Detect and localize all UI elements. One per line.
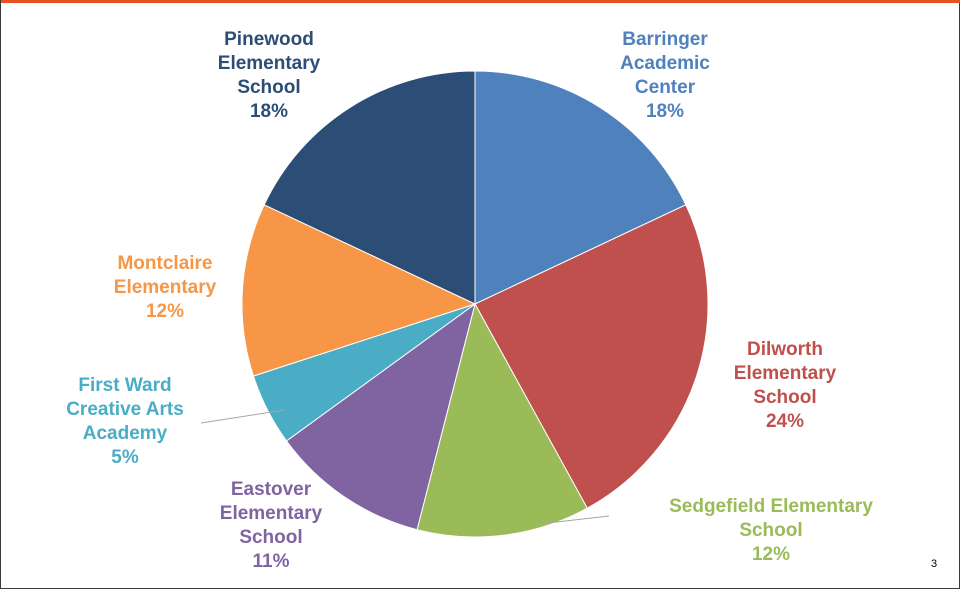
data-label-name-line: First Ward <box>78 375 172 396</box>
data-label-value: 18% <box>645 101 685 122</box>
data-label-value: 18% <box>249 101 289 122</box>
pie-slice-montclaire-elementary <box>241 204 477 377</box>
data-label-name-line: Montclaire <box>117 253 213 274</box>
data-label-dilworth-elementary-school: Dilworth Elementary School 24% <box>734 338 836 434</box>
pie-slice-eastover-elementary-school <box>285 302 476 531</box>
data-label-barringer-academic-center: Barringer Academic Center 18% <box>620 28 710 124</box>
data-label-name-line: Barringer <box>622 29 708 50</box>
data-label-name-line: Elementary <box>219 503 323 524</box>
top-accent-rule <box>1 0 960 3</box>
page-number: 3 <box>931 558 938 570</box>
pie-slice-sedgefield-elementary-school <box>416 302 588 538</box>
data-label-name-line: Sedgefield Elementary <box>669 496 873 517</box>
pie-slice-pinewood-elementary-school <box>263 70 476 305</box>
pie-slice-dilworth-elementary-school <box>474 204 709 509</box>
data-label-value: 11% <box>252 551 290 572</box>
data-label-name-line: Elementary <box>113 277 217 298</box>
data-label-eastover-elementary-school: Eastover Elementary School 11% <box>220 478 322 574</box>
data-label-value: 5% <box>111 447 139 468</box>
data-label-name-line: Center <box>634 77 696 98</box>
data-label-first-ward-creative-arts-academy: First Ward Creative Arts Academy 5% <box>66 374 184 470</box>
data-label-value: 12% <box>145 301 185 322</box>
leader-line-first-ward-creative-arts-academy <box>200 409 286 424</box>
leader-line-sedgefield-elementary-school <box>538 515 610 525</box>
data-label-value: 24% <box>765 411 805 432</box>
data-label-montclaire-elementary: Montclaire Elementary 12% <box>114 252 216 324</box>
data-label-name-line: Academy <box>82 423 168 444</box>
data-label-sedgefield-elementary-school: Sedgefield Elementary School 12% <box>669 495 873 567</box>
data-label-name-line: Eastover <box>230 479 312 500</box>
data-label-name-line: Creative Arts <box>66 399 184 420</box>
data-label-name-line: School <box>739 520 803 541</box>
data-label-name-line: School <box>237 77 301 98</box>
data-label-value: 12% <box>751 544 791 565</box>
data-label-name-line: Dilworth <box>746 339 823 360</box>
data-label-pinewood-elementary-school: Pinewood Elementary School 18% <box>218 28 320 124</box>
data-label-name-line: Elementary <box>217 53 321 74</box>
data-label-name-line: School <box>753 387 817 408</box>
data-label-name-line: Elementary <box>733 363 837 384</box>
pie-slice-barringer-academic-center <box>474 70 687 305</box>
data-label-name-line: School <box>239 527 303 548</box>
data-label-name-line: Pinewood <box>224 29 314 50</box>
data-label-name-line: Academic <box>620 53 710 74</box>
